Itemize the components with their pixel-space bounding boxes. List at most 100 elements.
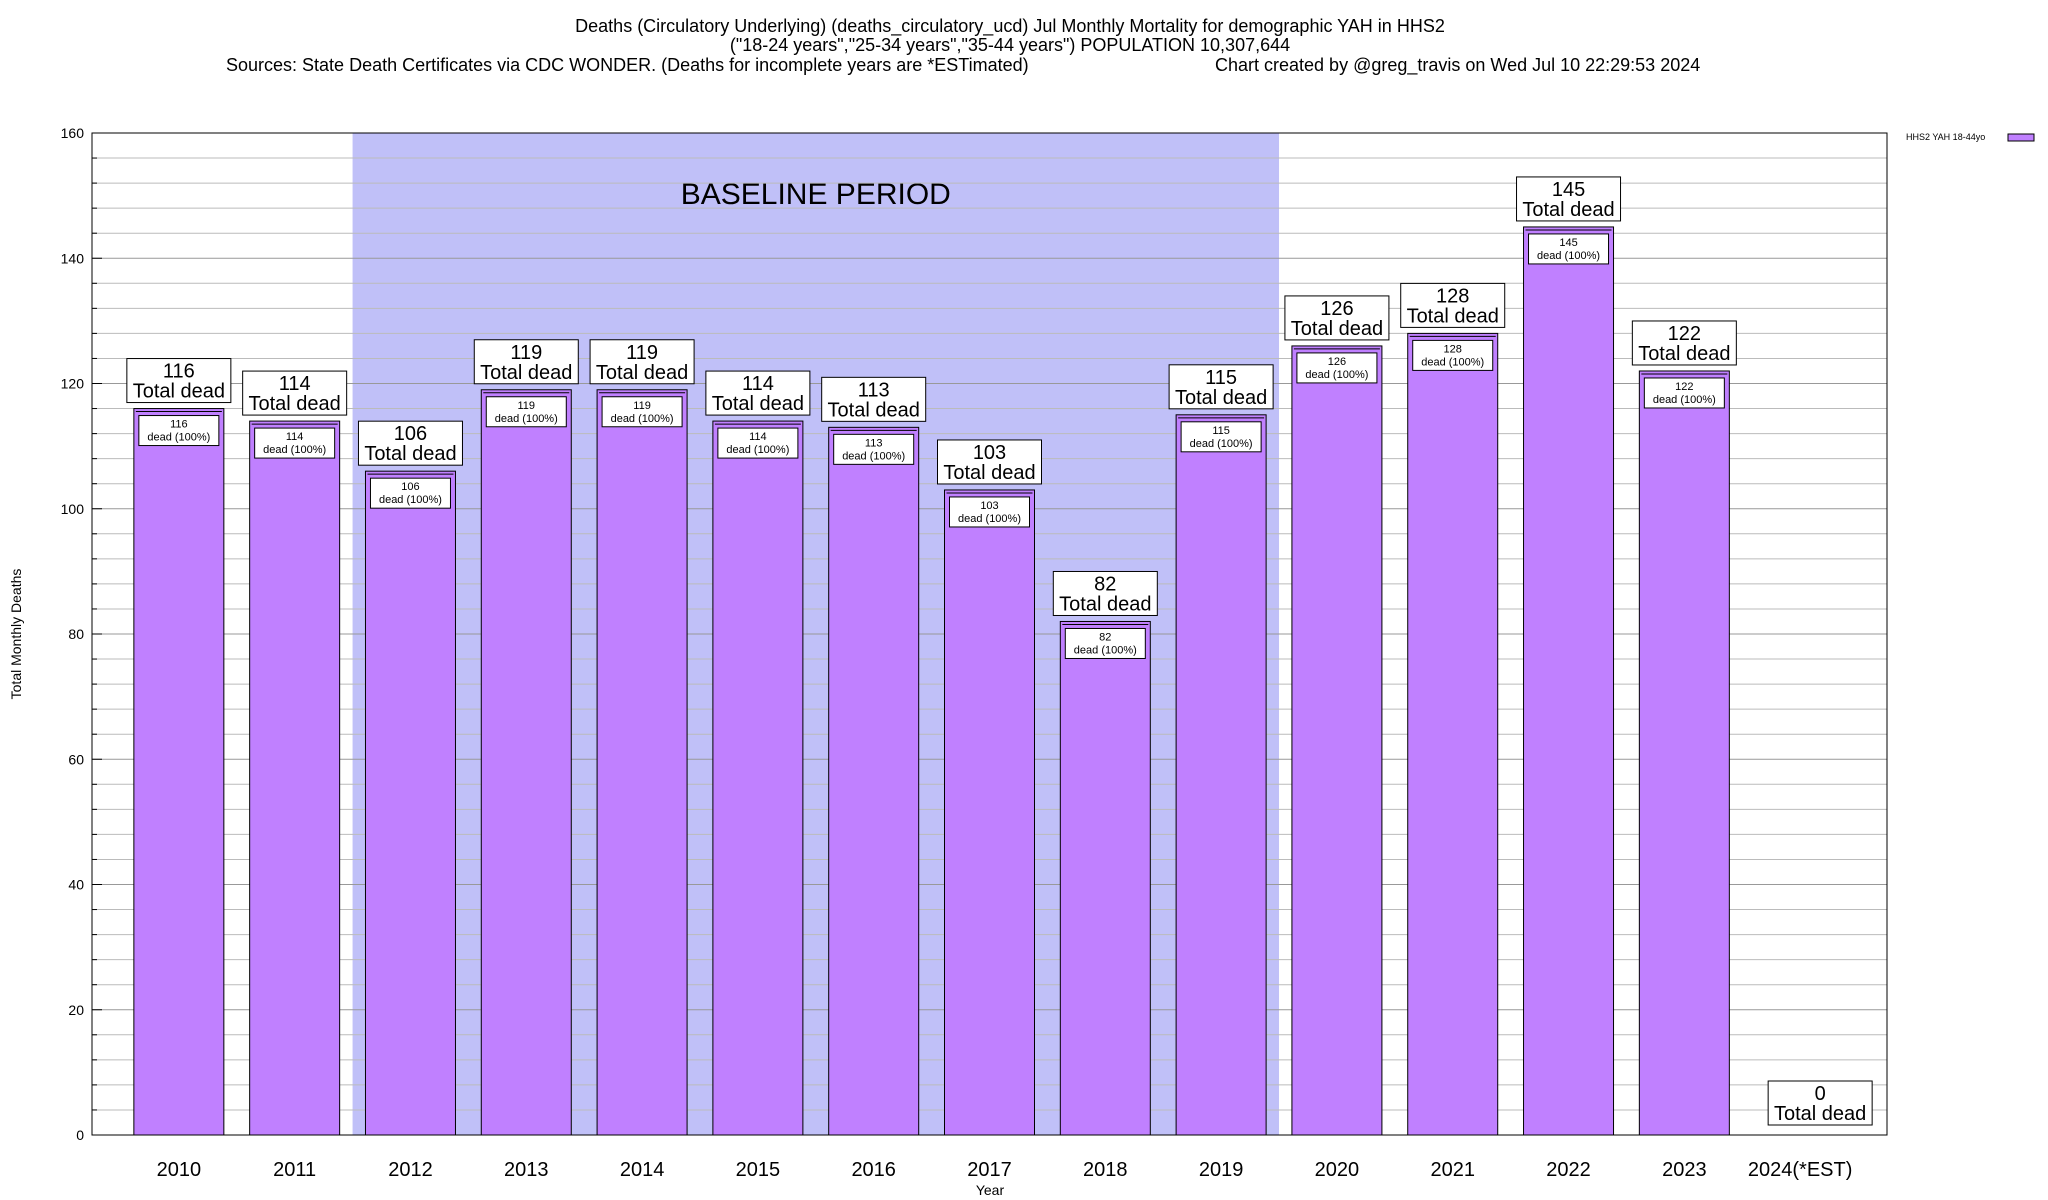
total-label-value: 113 xyxy=(858,379,890,401)
x-axis-label: Year xyxy=(976,1182,1005,1198)
inner-label-box xyxy=(717,427,799,459)
total-label-value: 126 xyxy=(1320,298,1353,320)
total-label-box xyxy=(1631,320,1737,366)
x-tick-label: 2024(*EST) xyxy=(1748,1159,1853,1181)
total-label-value: 106 xyxy=(394,423,427,445)
x-tick-label: 2020 xyxy=(1315,1159,1360,1181)
bar-2017 xyxy=(944,489,1035,1136)
total-label-text: Total dead xyxy=(133,381,225,403)
inner-label-box xyxy=(1643,377,1725,409)
inner-label-box xyxy=(1412,339,1494,371)
total-label-box xyxy=(1400,282,1506,328)
inner-label-text: dead (100%) xyxy=(1305,369,1368,381)
total-label-value: 122 xyxy=(1668,323,1701,345)
bar-2015 xyxy=(712,420,804,1136)
x-tick-label: 2010 xyxy=(157,1159,202,1181)
x-tick-label: 2017 xyxy=(967,1159,1012,1181)
inner-label-text: dead (100%) xyxy=(263,444,326,456)
total-label-box xyxy=(1767,1080,1873,1126)
total-label-text: Total dead xyxy=(828,399,920,421)
inner-label-box xyxy=(485,396,567,428)
inner-label-value: 119 xyxy=(518,400,536,412)
total-label-box xyxy=(1516,176,1622,222)
inner-label-box xyxy=(833,433,915,465)
inner-label-text: dead (100%) xyxy=(726,444,789,456)
legend-swatch xyxy=(2007,133,2035,142)
total-label-box xyxy=(1284,295,1390,341)
x-tick-label: 2022 xyxy=(1546,1159,1591,1181)
inner-label-value: 115 xyxy=(1212,425,1230,437)
bar-2012 xyxy=(364,470,456,1136)
bar-2013 xyxy=(480,389,572,1136)
inner-label-value: 126 xyxy=(1328,356,1346,368)
total-label-value: 116 xyxy=(163,361,195,383)
total-label-value: 103 xyxy=(973,442,1006,464)
total-label-text: Total dead xyxy=(1059,593,1151,615)
bar-2018 xyxy=(1059,620,1151,1136)
plot-area: BASELINE PERIOD020406080100120140160116d… xyxy=(61,125,1888,1181)
total-label-text: Total dead xyxy=(1638,343,1730,365)
total-label-text: Total dead xyxy=(943,462,1035,484)
inner-label-text: dead (100%) xyxy=(958,513,1021,525)
y-tick-label: 160 xyxy=(61,125,85,141)
inner-label-value: 119 xyxy=(633,400,651,412)
total-label-text: Total dead xyxy=(1407,305,1499,327)
legend-label: HHS2 YAH 18-44yo xyxy=(1906,132,1985,142)
total-label-value: 114 xyxy=(279,373,311,395)
inner-label-value: 114 xyxy=(286,431,304,443)
total-label-box xyxy=(1052,570,1158,616)
total-label-box xyxy=(589,339,695,385)
bar-2023 xyxy=(1638,370,1730,1136)
y-tick-label: 120 xyxy=(61,376,85,392)
bar-2021 xyxy=(1407,332,1499,1136)
inner-label-value: 82 xyxy=(1099,631,1111,643)
bar-2011 xyxy=(249,420,341,1136)
total-label-box xyxy=(473,339,579,385)
inner-label-value: 113 xyxy=(865,437,883,449)
total-label-text: Total dead xyxy=(249,393,341,415)
inner-label-text: dead (100%) xyxy=(379,494,442,506)
total-label-text: Total dead xyxy=(1522,199,1614,221)
y-tick-label: 20 xyxy=(68,1002,84,1018)
total-label-value: 145 xyxy=(1552,179,1585,201)
inner-label-value: 116 xyxy=(170,419,188,431)
x-tick-label: 2018 xyxy=(1083,1159,1128,1181)
total-label-box xyxy=(357,420,463,466)
inner-label-value: 106 xyxy=(401,481,419,493)
inner-label-text: dead (100%) xyxy=(842,450,905,462)
total-label-value: 0 xyxy=(1815,1083,1826,1105)
total-label-value: 82 xyxy=(1094,573,1116,595)
total-label-text: Total dead xyxy=(1291,318,1383,340)
total-label-box xyxy=(242,370,348,416)
y-axis-label: Total Monthly Deaths xyxy=(8,569,24,700)
inner-label-value: 145 xyxy=(1559,237,1577,249)
total-label-box xyxy=(126,358,232,404)
x-tick-label: 2016 xyxy=(851,1159,896,1181)
total-label-value: 119 xyxy=(626,342,658,364)
inner-label-box xyxy=(601,396,683,428)
inner-label-box xyxy=(1528,233,1610,265)
x-tick-label: 2021 xyxy=(1430,1159,1475,1181)
inner-label-text: dead (100%) xyxy=(1190,438,1253,450)
inner-label-box xyxy=(1064,627,1146,659)
inner-label-value: 128 xyxy=(1444,343,1462,355)
total-label-text: Total dead xyxy=(364,443,456,465)
x-tick-label: 2023 xyxy=(1662,1159,1707,1181)
x-tick-label: 2013 xyxy=(504,1159,549,1181)
inner-label-box xyxy=(138,415,220,447)
y-tick-label: 140 xyxy=(61,250,85,266)
inner-label-value: 122 xyxy=(1675,381,1693,393)
y-tick-label: 80 xyxy=(68,626,84,642)
chart-credit: Chart created by @greg_travis on Wed Jul… xyxy=(1215,55,1700,76)
inner-label-text: dead (100%) xyxy=(1074,644,1137,656)
total-label-value: 128 xyxy=(1436,285,1469,307)
total-label-value: 119 xyxy=(510,342,542,364)
bar-2014 xyxy=(596,389,688,1136)
inner-label-text: dead (100%) xyxy=(495,413,558,425)
total-label-box xyxy=(821,376,927,422)
inner-label-text: dead (100%) xyxy=(147,432,210,444)
plot-frame xyxy=(91,132,1888,1136)
inner-label-text: dead (100%) xyxy=(611,413,674,425)
y-tick-label: 0 xyxy=(76,1127,84,1143)
